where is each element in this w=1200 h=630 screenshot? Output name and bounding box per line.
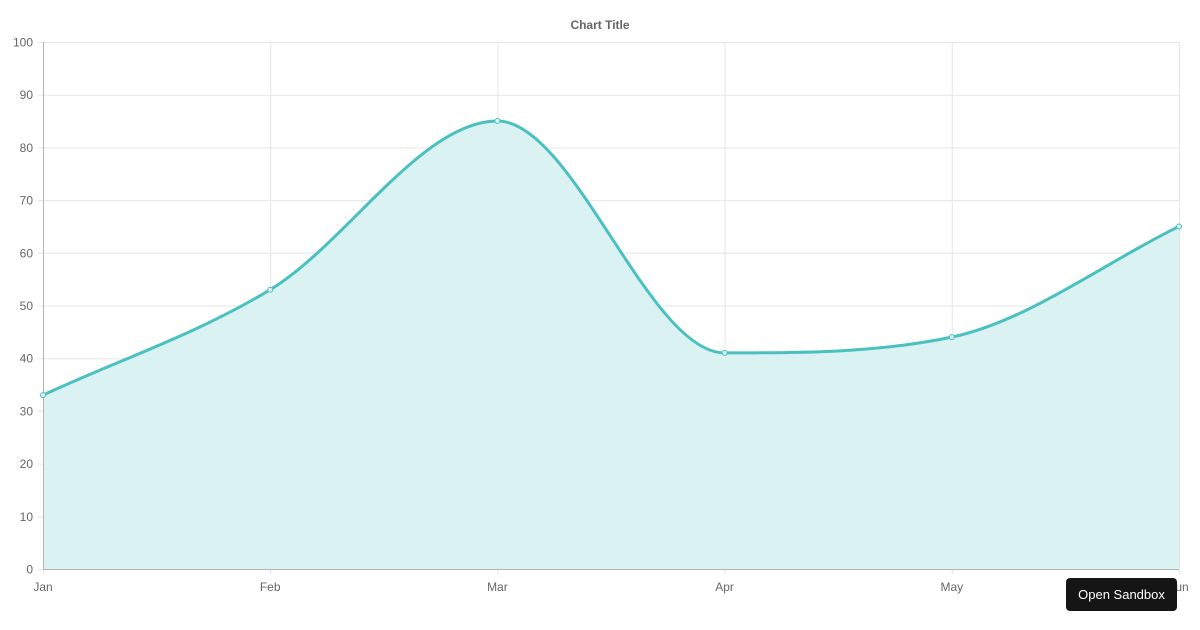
y-tick-label: 20 [20, 457, 34, 471]
y-tick-label: 10 [20, 510, 34, 524]
series-line [42, 119, 1180, 397]
y-tick-label: 50 [20, 299, 34, 313]
data-point [267, 286, 274, 293]
open-sandbox-button[interactable]: Open Sandbox [1066, 578, 1177, 611]
y-tick-label: 30 [20, 404, 34, 418]
data-point [1176, 223, 1182, 230]
series-fill [43, 121, 1179, 570]
series-points [40, 118, 1182, 399]
series-area [42, 119, 1180, 570]
data-point [40, 392, 46, 399]
data-point [721, 349, 728, 356]
data-point [494, 118, 501, 125]
y-tick-label: 90 [20, 88, 34, 102]
y-tick-label: 80 [20, 141, 34, 155]
data-point [948, 334, 955, 341]
x-tick-label: Feb [260, 580, 281, 594]
y-tick-label: 60 [20, 246, 34, 260]
axes [43, 42, 1179, 570]
x-tick-label: May [940, 580, 963, 594]
x-axis-tick-labels: Jan Feb Mar Apr May Jun [33, 580, 1188, 594]
y-tick-label: 100 [13, 36, 33, 50]
x-tick-label: Jan [33, 580, 52, 594]
y-tick-label: 0 [26, 563, 33, 577]
x-tick-label: Mar [487, 580, 508, 594]
y-tick-label: 70 [20, 194, 34, 208]
chart-title: Chart Title [570, 18, 629, 32]
y-axis-tick-labels: 0 10 20 30 40 50 60 70 80 90 100 [13, 36, 33, 577]
y-tick-label: 40 [20, 352, 34, 366]
x-tick-label: Apr [715, 580, 734, 594]
